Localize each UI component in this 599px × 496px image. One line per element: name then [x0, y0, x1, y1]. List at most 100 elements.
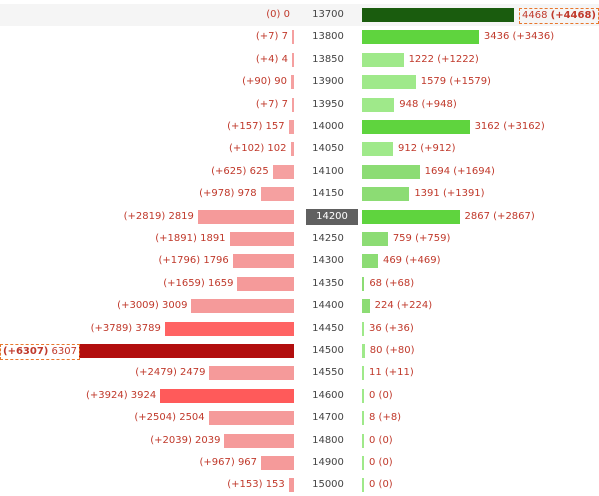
call-oi-label: 0 (0): [369, 389, 393, 401]
put-oi-label: (+1659) 1659: [163, 277, 234, 289]
strike-label: 13900: [312, 76, 344, 88]
strike-row-14800: 14800 (+2039) 2039 0 (0): [0, 430, 599, 452]
put-oi-bar: [229, 232, 294, 246]
put-oi-label: (+1796) 1796: [158, 255, 229, 267]
put-oi-bar: [290, 75, 294, 90]
call-oi-label: 1222 (+1222): [408, 53, 479, 65]
strike-label: 14300: [312, 255, 344, 267]
call-oi-bar: [362, 120, 470, 134]
call-oi-bar: [362, 187, 410, 202]
put-oi-label: (+90) 90: [242, 76, 287, 88]
strike-row-14450: 14450 (+3789) 3789 36 (+36): [0, 318, 599, 340]
strike-row-13850: 13850 (+4) 4 1222 (+1222): [0, 49, 599, 71]
strike-label: 14200: [306, 208, 358, 225]
strike-label: 14100: [312, 165, 344, 177]
call-oi-bar: [362, 411, 364, 426]
put-oi-change-label: (+6307): [3, 346, 49, 357]
call-oi-label: 0 (0): [369, 457, 393, 468]
strike-row-13700: 13700 (0) 0 4468 (+4468): [0, 4, 599, 26]
put-oi-label: (+978) 978: [199, 188, 257, 200]
call-oi-label: 1391 (+1391): [414, 188, 485, 200]
put-oi-bar: [260, 187, 294, 202]
put-oi-label: (+157) 157: [227, 121, 285, 132]
strike-row-14200: 14200 (+2819) 2819 2867 (+2867): [0, 206, 599, 228]
call-oi-label: 80 (+80): [369, 345, 415, 356]
put-oi-bar: [261, 456, 294, 470]
call-oi-label: 0 (0): [369, 479, 393, 491]
call-oi-label: 0 (0): [369, 434, 393, 446]
strike-row-14350: 14350 (+1659) 1659 68 (+68): [0, 273, 599, 295]
put-oi-bar: [290, 142, 294, 157]
put-oi-label: (+2504) 2504: [134, 412, 205, 424]
put-oi-bar: [288, 478, 294, 493]
call-oi-bar: [362, 254, 378, 269]
strike-row-14050: 14050 (+102) 102 912 (+912): [0, 138, 599, 160]
put-oi-bar: [197, 209, 294, 224]
strike-row-13950: 13950 (+7) 7 948 (+948): [0, 94, 599, 116]
call-oi-label: 2867 (+2867): [464, 210, 535, 222]
put-oi-bar: [292, 52, 294, 67]
strike-label: 14400: [312, 300, 344, 312]
strike-row-14900: 14900 (+967) 967 0 (0): [0, 452, 599, 474]
put-oi-bar: [191, 299, 294, 314]
put-oi-value-label: 6307: [51, 346, 77, 357]
strike-label: 15000: [312, 479, 344, 491]
put-oi-label: (+3924) 3924: [85, 389, 157, 401]
call-oi-bar: [362, 142, 394, 157]
call-oi-bar: [362, 30, 479, 45]
strike-row-15000: 15000 (+153) 153 0 (0): [0, 474, 599, 496]
strike-row-14250: 14250 (+1891) 1891 759 (+759): [0, 228, 599, 250]
strike-row-14600: 14600 (+3924) 3924 0 (0): [0, 385, 599, 407]
strike-label: 14150: [312, 188, 344, 200]
put-oi-bar: [224, 433, 294, 448]
call-oi-label: 11 (+11): [369, 367, 414, 379]
put-oi-label: (+3009) 3009: [117, 300, 188, 312]
strike-label: 14550: [312, 367, 344, 379]
put-oi-label: (+2479) 2479: [135, 367, 206, 379]
put-oi-label: (+1891) 1891: [155, 233, 226, 244]
call-oi-bar: [362, 478, 364, 493]
call-oi-bar: [362, 321, 364, 336]
strike-label: 13700: [312, 9, 344, 20]
put-oi-label: (+153) 153: [227, 479, 285, 491]
call-oi-label: 36 (+36): [369, 322, 414, 334]
put-oi-bar: [79, 344, 294, 358]
put-oi-bar: [232, 254, 294, 269]
call-oi-label: 224 (+224): [374, 300, 433, 312]
put-oi-bar: [237, 276, 294, 291]
call-oi-bar: [362, 433, 364, 448]
strike-row-14150: 14150 (+978) 978 1391 (+1391): [0, 183, 599, 205]
call-oi-bar: [362, 344, 365, 358]
call-oi-bar: [362, 232, 388, 246]
put-oi-bar: [292, 97, 294, 112]
put-oi-label: (+7) 7: [255, 31, 288, 43]
strike-row-14700: 14700 (+2504) 2504 8 (+8): [0, 407, 599, 429]
call-oi-label: 4468 (+4468): [519, 8, 599, 24]
put-oi-label: (+6307) 6307: [0, 344, 80, 360]
put-oi-label: (+4) 4: [255, 53, 288, 65]
strike-label: 14350: [312, 277, 344, 289]
call-oi-bar: [362, 164, 420, 179]
call-oi-label: 469 (+469): [382, 255, 441, 267]
put-oi-label: (+625) 625: [211, 165, 269, 177]
strike-row-13800: 13800 (+7) 7 3436 (+3436): [0, 26, 599, 48]
strike-row-14500: 14500 (+6307) 6307 80 (+80): [0, 340, 599, 362]
strike-label: 14800: [312, 434, 344, 446]
strike-label: 13950: [312, 98, 344, 110]
strike-row-14100: 14100 (+625) 625 1694 (+1694): [0, 161, 599, 183]
strike-label: 14600: [312, 389, 344, 401]
strike-row-14400: 14400 (+3009) 3009 224 (+224): [0, 295, 599, 317]
strike-row-14300: 14300 (+1796) 1796 469 (+469): [0, 250, 599, 272]
put-oi-bar: [208, 411, 294, 426]
strike-label: 14900: [312, 457, 344, 468]
put-oi-bar: [292, 30, 294, 45]
call-oi-bar: [362, 8, 514, 22]
put-oi-label: (+2039) 2039: [150, 434, 221, 446]
call-oi-bar: [362, 276, 365, 291]
strike-label: 14250: [312, 233, 344, 244]
strike-label: 13800: [312, 31, 344, 43]
put-oi-bar: [160, 388, 294, 403]
call-oi-bar: [362, 299, 370, 314]
call-oi-label: 1579 (+1579): [420, 76, 491, 88]
